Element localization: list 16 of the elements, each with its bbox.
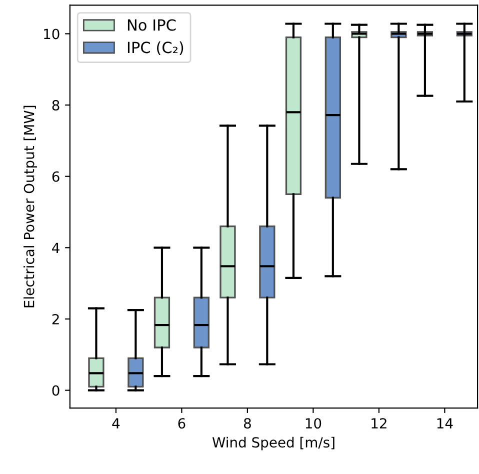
y-tick-label: 10 [44, 28, 60, 40]
x-tick-label: 14 [437, 418, 453, 428]
y-tick-label: 2 [52, 314, 59, 324]
y-tick-label: 4 [52, 242, 60, 253]
y-axis-title: Electrical Power Output [MW] [24, 106, 37, 308]
x-tick-label: 6 [178, 418, 186, 429]
legend-label: No IPC [128, 19, 176, 31]
y-tick-label: 8 [52, 100, 60, 111]
x-tick-label: 12 [372, 418, 386, 428]
y-tick-label: 6 [52, 171, 60, 182]
x-tick-label: 10 [306, 418, 322, 429]
x-tick-label: 8 [244, 418, 251, 429]
y-tick-label: 0 [52, 385, 60, 396]
legend-label: IPC (C₂) [128, 41, 184, 56]
x-tick-label: 4 [112, 418, 120, 428]
x-axis-title: Wind Speed [m/s] [212, 436, 334, 450]
